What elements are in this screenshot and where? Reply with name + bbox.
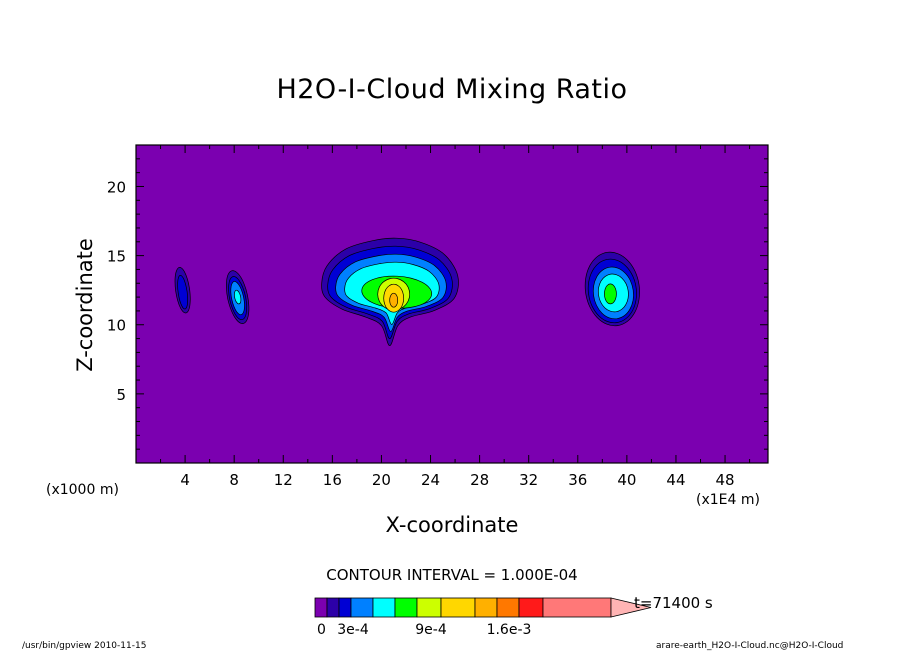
colorbar-box: [474, 597, 498, 618]
plot-frame: [135, 144, 769, 464]
colorbar-box: [314, 597, 328, 618]
colorbar-box: [326, 597, 340, 618]
footer-left: /usr/bin/gpview 2010-11-15: [22, 641, 147, 651]
colorbar-box: [372, 597, 396, 618]
colorbar-box: [518, 597, 544, 618]
footer-right: arare-earth_H2O-I-Cloud.nc@H2O-I-Cloud: [656, 641, 844, 651]
x-axis-label: X-coordinate: [385, 513, 519, 537]
x-tick-label: 36: [568, 471, 587, 489]
x-tick-label: 32: [519, 471, 538, 489]
contour-interval-label: CONTOUR INTERVAL = 1.000E-04: [326, 566, 578, 584]
cloud-x39-level-5: [604, 283, 617, 305]
x-tick-label: 16: [323, 471, 342, 489]
y-axis-label: Z-coordinate: [73, 238, 97, 372]
colorbar-tick-label: 3e-4: [337, 622, 369, 638]
colorbar-box: [440, 597, 476, 618]
x-tick-label: 8: [229, 471, 239, 489]
time-label: t=71400 s: [634, 594, 713, 612]
colorbar-extend: [610, 597, 652, 618]
colorbar-box: [338, 597, 352, 618]
colorbar-box: [416, 597, 442, 618]
y-tick-label: 10: [107, 317, 126, 335]
colorbar-box: [542, 597, 612, 618]
cloud-x4-level-2: [177, 275, 189, 310]
x-tick-label: 24: [421, 471, 440, 489]
x-tick-label: 44: [666, 471, 685, 489]
x-tick-label: 48: [716, 471, 735, 489]
x-tick-label: 12: [274, 471, 293, 489]
colorbar-box: [496, 597, 520, 618]
colorbar-tick-label: 0: [317, 622, 326, 638]
colorbar-tick-label: 9e-4: [415, 622, 447, 638]
x-unit-left: (x1000 m): [46, 482, 119, 498]
x-tick-label: 20: [372, 471, 391, 489]
x-unit-right: (x1E4 m): [696, 492, 760, 508]
y-tick-label: 20: [107, 178, 126, 196]
cloud-x8-level-4: [234, 289, 242, 305]
cloud-x21-level-8: [389, 292, 399, 308]
chart-title: H2O-I-Cloud Mixing Ratio: [276, 74, 628, 105]
colorbar-tick-label: 1.6e-3: [487, 622, 532, 638]
x-tick-label: 28: [470, 471, 489, 489]
y-tick-label: 5: [116, 386, 126, 404]
x-tick-label: 40: [617, 471, 636, 489]
colorbar-box: [350, 597, 374, 618]
x-tick-label: 4: [180, 471, 190, 489]
y-tick-label: 15: [107, 248, 126, 266]
colorbar-box: [394, 597, 418, 618]
